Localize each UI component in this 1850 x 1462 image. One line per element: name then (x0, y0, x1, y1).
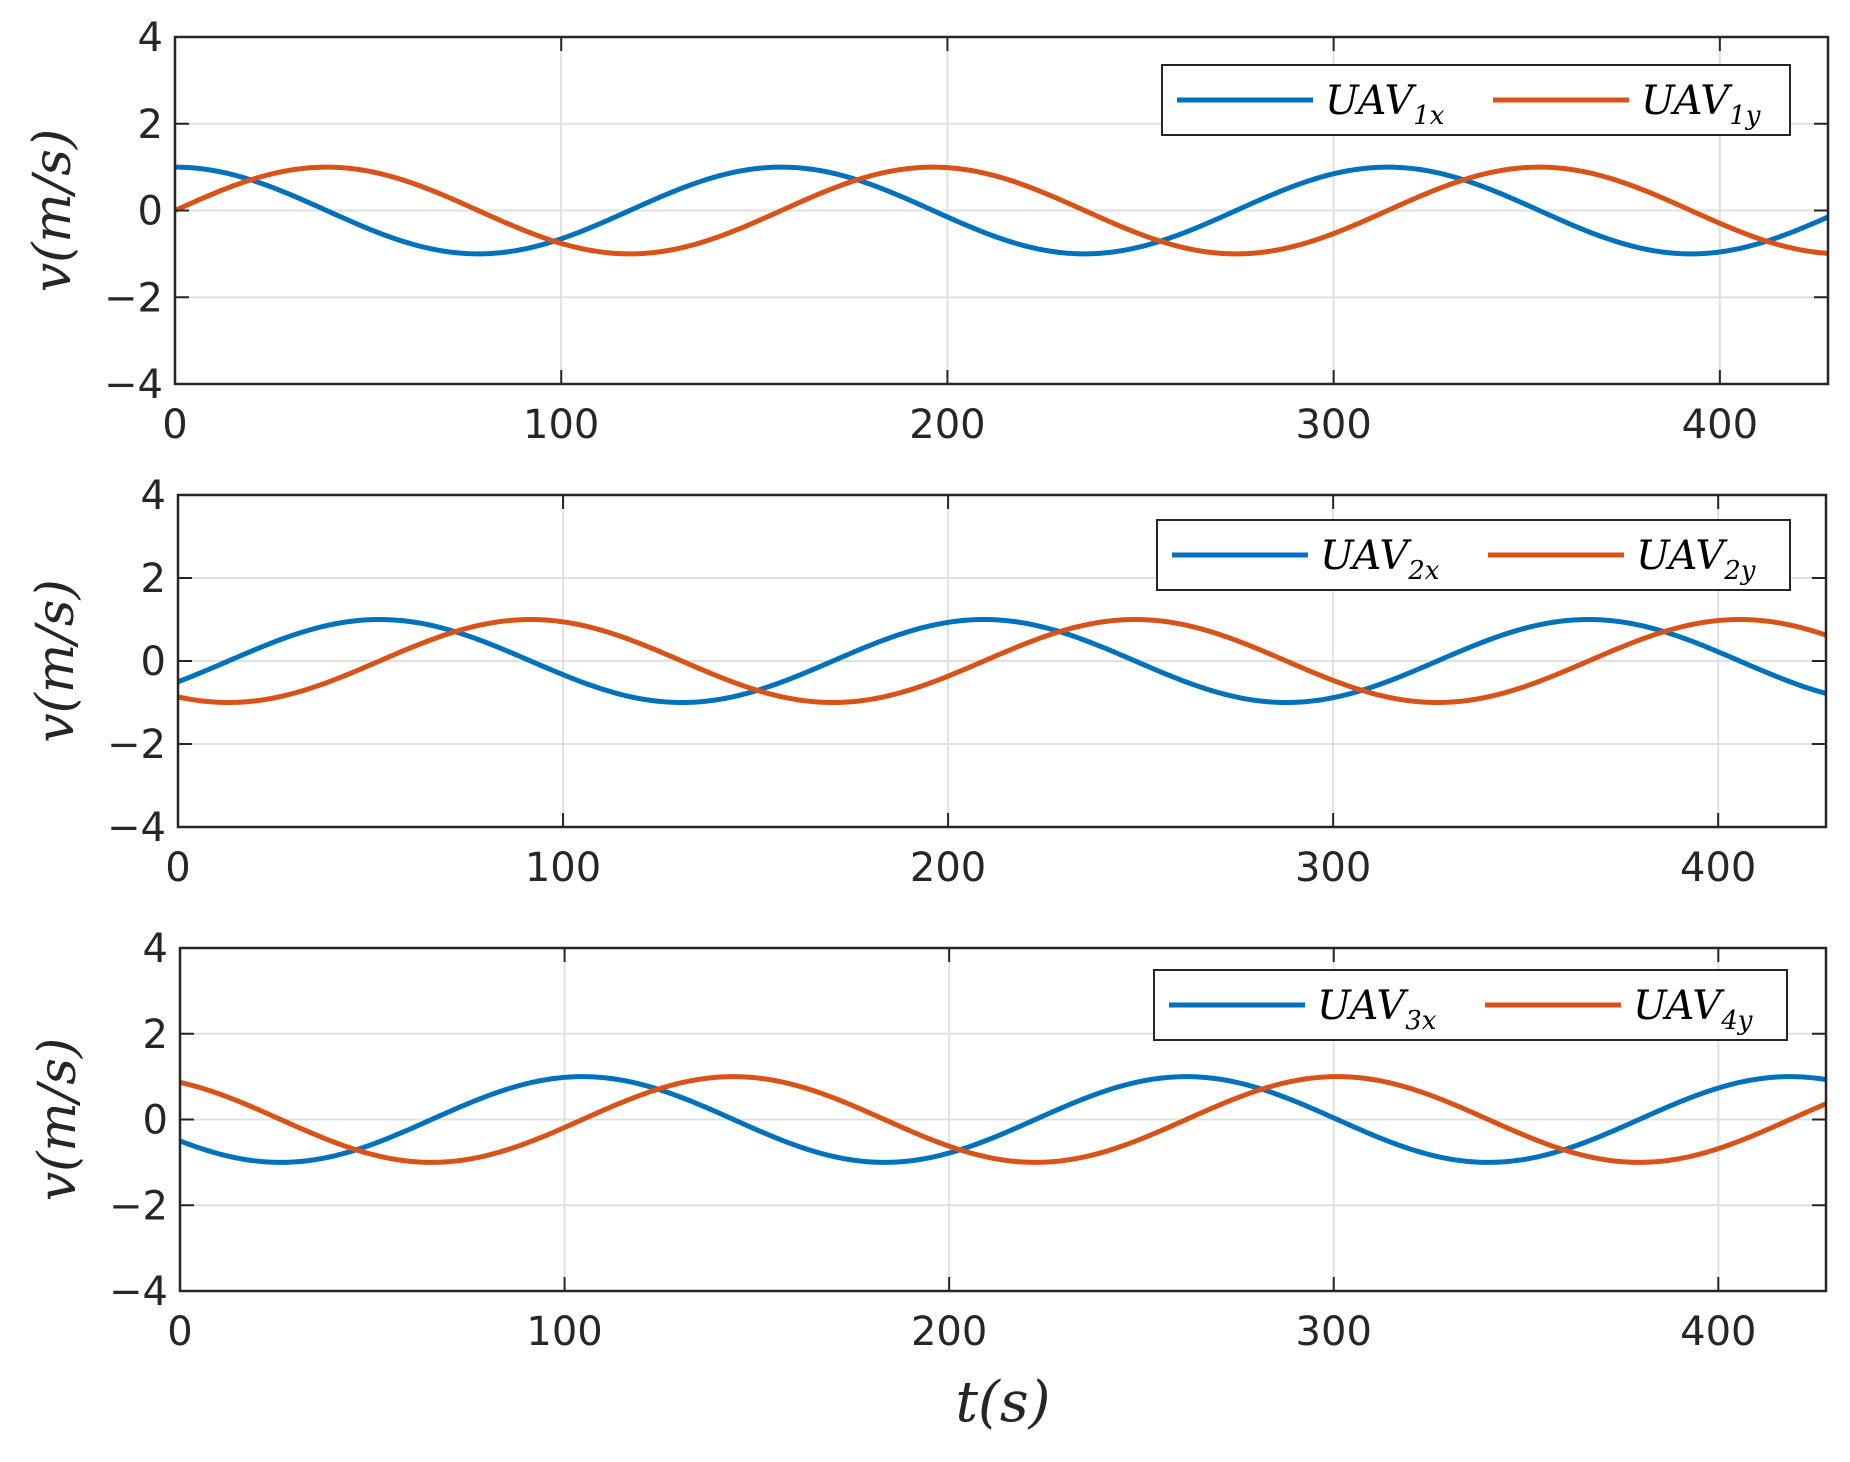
legend: UAV3x UAV4y (1153, 969, 1788, 1041)
y-tick-label: −4 (104, 362, 163, 408)
y-tick-label: −2 (107, 722, 166, 768)
y-axis-label: v(m/s) (26, 579, 86, 742)
x-tick-label: 200 (909, 402, 985, 448)
series-line-uav1x (174, 164, 1830, 257)
y-tick-label: −4 (107, 805, 166, 851)
y-tick-label: −4 (109, 1269, 168, 1315)
y-tick-label: 2 (141, 556, 166, 602)
y-tick-label: −2 (109, 1183, 168, 1229)
x-tick-label: 200 (911, 1309, 987, 1355)
x-tick-label: 400 (1680, 1309, 1756, 1355)
x-tick-label: 100 (523, 402, 599, 448)
x-tick-label: 300 (1295, 402, 1371, 448)
series-line-uav4y (179, 1074, 1827, 1165)
y-tick-label: 4 (141, 473, 166, 519)
y-tick-label: 2 (138, 102, 163, 148)
x-tick-label: 100 (526, 1309, 602, 1355)
chart-panel-3: 0 100 200 300 400 −4 −2 0 2 4 v(m/s) t(s) UAV3x UAV4y (28, 926, 1828, 1435)
legend-label-uav3x: UAV3x (1317, 983, 1437, 1036)
y-tick-label: 0 (141, 639, 166, 685)
chart-panel-1: 0 100 200 300 400 −4 −2 0 2 4 v(m/s) UAV1x UAV1y (23, 15, 1830, 448)
y-tick-label: 0 (143, 1098, 168, 1144)
y-axis-label: v(m/s) (23, 129, 83, 292)
legend-label-uav2x: UAV2x (1320, 533, 1440, 586)
x-tick-label: 0 (167, 1309, 192, 1355)
y-tick-label: 0 (138, 189, 163, 235)
chart-panel-2: 0 100 200 300 400 −4 −2 0 2 4 v(m/s) UAV2x UAV2y (26, 473, 1828, 891)
legend-label-uav1y: UAV1y (1641, 78, 1761, 131)
x-axis-label: t(s) (956, 1370, 1051, 1435)
series-line-uav3x (179, 1074, 1827, 1165)
series-line-uav1y (173, 164, 1829, 257)
x-tick-label: 300 (1296, 1309, 1372, 1355)
y-tick-label: 4 (143, 926, 168, 972)
y-axis-label: v(m/s) (28, 1038, 88, 1201)
x-tick-label: 200 (910, 845, 986, 891)
legend: UAV2x UAV2y (1156, 519, 1791, 591)
y-tick-label: 4 (138, 15, 163, 61)
x-tick-label: 400 (1680, 845, 1756, 891)
x-tick-label: 400 (1682, 402, 1758, 448)
legend-label-uav4y: UAV4y (1633, 983, 1753, 1036)
x-tick-label: 100 (525, 845, 601, 891)
legend-label-uav2y: UAV2y (1636, 533, 1756, 586)
legend: UAV1x UAV1y (1161, 64, 1791, 136)
y-tick-label: 2 (143, 1012, 168, 1058)
x-tick-label: 0 (162, 402, 187, 448)
series-line-uav2y (177, 617, 1827, 705)
y-tick-label: −2 (104, 275, 163, 321)
legend-label-uav1x: UAV1x (1325, 78, 1445, 131)
x-tick-label: 300 (1295, 845, 1371, 891)
x-tick-label: 0 (165, 845, 190, 891)
